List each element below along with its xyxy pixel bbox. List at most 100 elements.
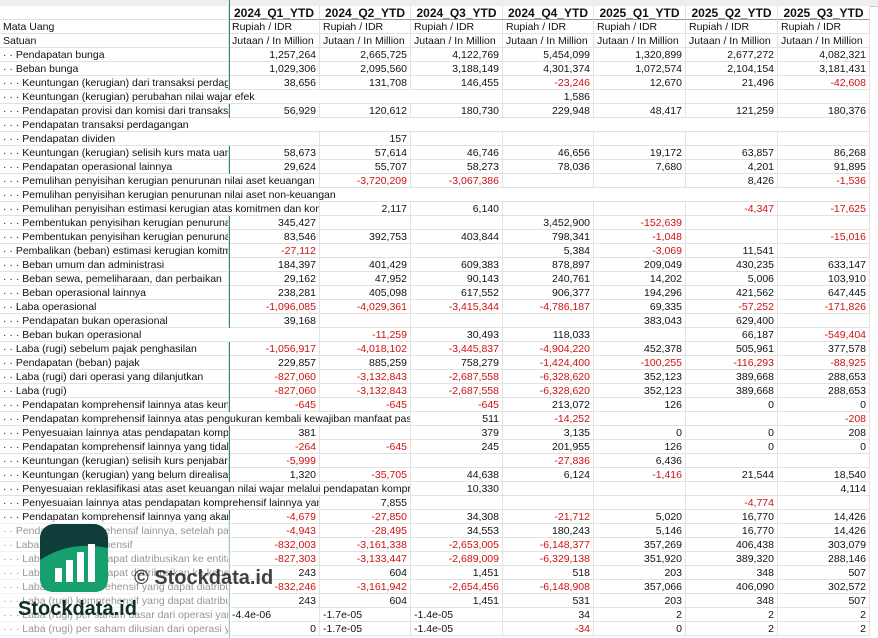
data-cell: 288,653 [778,370,870,384]
data-cell [594,328,686,342]
row-label: · · Laba (rugi) sebelum pajak penghasila… [0,342,229,356]
data-cell: 90,143 [411,272,503,286]
data-cell: 46,746 [411,146,503,160]
data-cell: -11,259 [320,328,411,342]
data-cell: 377,578 [778,342,870,356]
data-cell: 10,330 [411,482,503,496]
data-cell: 21,544 [686,468,778,482]
data-cell: -6,328,620 [503,384,594,398]
data-cell: 392,753 [320,230,411,244]
data-cell: -23,246 [503,76,594,90]
data-cell [778,244,870,258]
data-cell: 243 [229,594,320,608]
data-cell: -15,016 [778,230,870,244]
data-cell: 1,320,899 [594,48,686,62]
data-cell: Jutaan / In Million [594,34,686,48]
data-cell [411,454,503,468]
data-cell: -57,252 [686,300,778,314]
data-cell: 30,493 [411,328,503,342]
data-cell: -832,003 [229,538,320,552]
data-cell: -827,303 [229,552,320,566]
data-cell: Rupiah / IDR [594,20,686,34]
row-label: · · Laba (rugi) dari operasi yang dilanj… [0,370,229,384]
column-header: 2024_Q4_YTD [503,6,594,20]
data-cell: 2,117 [320,202,411,216]
row-label: · · · Pendapatan komprehensif lainnya at… [0,412,411,426]
data-cell: -1,416 [594,468,686,482]
data-cell: 118,033 [503,328,594,342]
data-cell: -4,904,220 [503,342,594,356]
data-cell: 604 [320,566,411,580]
data-cell [686,482,778,496]
column-header: 2025_Q1_YTD [594,6,686,20]
data-cell: 389,320 [686,552,778,566]
data-cell: 629,400 [686,314,778,328]
data-cell [686,454,778,468]
data-cell: 351,920 [594,552,686,566]
data-cell: 126 [594,398,686,412]
row-label: · · · Pembentukan penyisihan kerugian pe… [0,230,229,244]
data-cell: 39,168 [229,314,320,328]
data-cell: -645 [320,440,411,454]
data-cell: 798,341 [503,230,594,244]
data-cell: -3,720,209 [320,174,411,188]
data-cell [320,216,411,230]
data-cell [778,216,870,230]
data-cell: -208 [778,412,870,426]
row-label: · · · Pendapatan transaksi perdagangan [0,118,870,132]
data-cell: 18,540 [778,468,870,482]
data-cell: 21,496 [686,76,778,90]
data-cell: 406,438 [686,538,778,552]
data-cell: 389,668 [686,384,778,398]
data-cell: 381 [229,426,320,440]
data-cell: 505,961 [686,342,778,356]
data-cell [503,202,594,216]
data-cell: 357,066 [594,580,686,594]
data-cell: 14,426 [778,524,870,538]
data-cell [686,412,778,426]
data-cell: 647,445 [778,286,870,300]
row-label: · · · Keuntungan (kerugian) selisih kurs… [0,146,229,160]
data-cell: 617,552 [411,286,503,300]
data-cell: Rupiah / IDR [686,20,778,34]
row-label: · · · Beban sewa, pemeliharaan, dan perb… [0,272,229,286]
data-cell [503,132,594,146]
data-cell: 1,586 [503,90,594,104]
data-cell: 5,020 [594,510,686,524]
data-cell: 352,123 [594,384,686,398]
data-cell: 4,082,321 [778,48,870,62]
data-cell: -4,786,187 [503,300,594,314]
data-cell: -4,018,102 [320,342,411,356]
data-cell: -827,060 [229,384,320,398]
data-cell: -645 [320,398,411,412]
data-cell: 180,730 [411,104,503,118]
data-cell: -35,705 [320,468,411,482]
data-cell: 0 [594,622,686,636]
data-cell: Jutaan / In Million [320,34,411,48]
data-cell: 3,181,431 [778,62,870,76]
data-cell: 406,090 [686,580,778,594]
data-cell: 213,072 [503,398,594,412]
data-cell: 63,857 [686,146,778,160]
data-cell [411,496,503,510]
data-cell: -3,161,942 [320,580,411,594]
data-cell: -14,252 [503,412,594,426]
row-label: · · Pendapatan (beban) pajak [0,356,229,370]
data-cell: -27,112 [229,244,320,258]
data-cell: 91,895 [778,160,870,174]
row-label: · · · Pemulihan penyisihan estimasi keru… [0,202,320,216]
data-cell: 2 [686,622,778,636]
data-cell: 55,707 [320,160,411,174]
data-cell: 5,146 [594,524,686,538]
data-cell: 7,855 [320,496,411,510]
data-cell: -28,495 [320,524,411,538]
data-cell: 6,140 [411,202,503,216]
data-cell: -152,639 [594,216,686,230]
data-cell: 4,114 [778,482,870,496]
data-cell: 357,269 [594,538,686,552]
data-cell: -827,060 [229,370,320,384]
data-cell: 78,036 [503,160,594,174]
data-cell: 4,301,374 [503,62,594,76]
data-cell: 58,273 [411,160,503,174]
data-cell: 47,952 [320,272,411,286]
